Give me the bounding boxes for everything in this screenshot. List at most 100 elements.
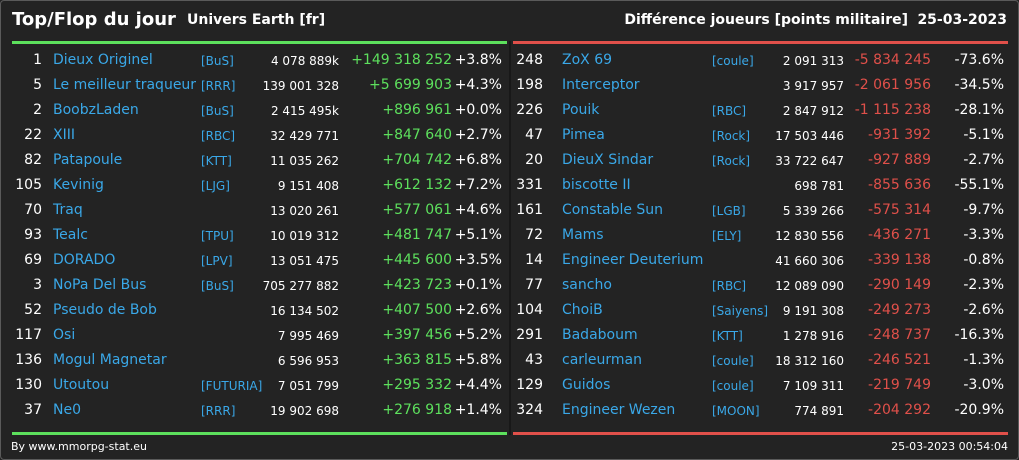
player-name-link[interactable]: ChoiB: [562, 302, 603, 318]
rank-cell: 3: [33, 277, 42, 293]
player-name-link[interactable]: Mogul Magnetar: [53, 352, 167, 368]
player-name-link[interactable]: sancho: [562, 277, 612, 293]
generated-timestamp: 25-03-2023 00:54:04: [891, 440, 1008, 453]
alliance-tag-link[interactable]: [RBC]: [712, 279, 747, 293]
alliance-tag-link[interactable]: [coule]: [712, 379, 754, 393]
alliance-tag-link[interactable]: [RRR]: [201, 404, 236, 418]
points-cell: 19 902 698: [270, 404, 339, 418]
player-name-link[interactable]: Dieux Originel: [53, 52, 153, 68]
alliance-tag-link[interactable]: [BuS]: [201, 279, 234, 293]
loser-row: 291 Badaboum [KTT] 1 278 916 -248 737 -16.3%: [513, 323, 1008, 348]
alliance-tag-link[interactable]: [FUTURIA]: [201, 379, 263, 393]
player-name-link[interactable]: Ne0: [53, 402, 81, 418]
percent-cell: -16.3%: [954, 327, 1004, 343]
rank-cell: 117: [15, 327, 42, 343]
player-name-link[interactable]: Constable Sun: [562, 202, 664, 218]
player-name-link[interactable]: Badaboum: [562, 327, 638, 343]
player-name-link[interactable]: DORADO: [53, 252, 116, 268]
difference-cell: +481 747: [382, 227, 452, 243]
gainer-row: 5 Le meilleur traqueur [RRR] 139 001 328 +5 …: [12, 73, 507, 98]
gainer-row: 130 Utoutou [FUTURIA] 7 051 799 +295 332 +4.4…: [12, 373, 507, 398]
percent-cell: +4.4%: [454, 377, 502, 393]
alliance-tag-link[interactable]: [RBC]: [712, 104, 747, 118]
difference-cell: +407 500: [382, 302, 452, 318]
alliance-tag-link[interactable]: [RRR]: [201, 79, 236, 93]
player-name-link[interactable]: Pouik: [562, 102, 600, 118]
player-name-link[interactable]: biscotte II: [562, 177, 631, 193]
player-name-link[interactable]: Engineer Deuterium: [562, 252, 704, 268]
rank-cell: 77: [525, 277, 543, 293]
player-name-link[interactable]: ZoX 69: [562, 52, 613, 68]
player-name-link[interactable]: carleurman: [562, 352, 643, 368]
difference-cell: -248 737: [868, 327, 931, 343]
rank-cell: 43: [525, 352, 543, 368]
player-name-link[interactable]: Engineer Wezen: [562, 402, 676, 418]
player-name-link[interactable]: Tealc: [53, 227, 88, 243]
alliance-tag-link[interactable]: [TPU]: [201, 229, 234, 243]
credit-link[interactable]: By www.mmorpg-stat.eu: [11, 440, 147, 453]
alliance-tag-link[interactable]: [Saiyens]: [712, 304, 769, 318]
player-name-link[interactable]: Guidos: [562, 377, 611, 393]
points-cell: 774 891: [794, 404, 844, 418]
percent-cell: -2.6%: [963, 302, 1004, 318]
difference-cell: +423 723: [382, 277, 452, 293]
points-cell: 9 191 308: [782, 304, 844, 318]
player-name-link[interactable]: Patapoule: [53, 152, 123, 168]
player-name-link[interactable]: Mams: [562, 227, 604, 243]
rank-cell: 82: [24, 152, 42, 168]
alliance-tag-link[interactable]: [LJG]: [201, 179, 230, 193]
percent-cell: +5.8%: [454, 352, 502, 368]
player-name-link[interactable]: NoPa Del Bus: [53, 277, 147, 293]
alliance-tag-link[interactable]: [LPV]: [201, 254, 233, 268]
player-name-link[interactable]: BoobzLaden: [53, 102, 139, 118]
difference-cell: -2 061 956: [854, 77, 931, 93]
alliance-tag-link[interactable]: [ELY]: [712, 229, 742, 243]
points-cell: 41 660 306: [775, 254, 844, 268]
player-name-link[interactable]: Pimea: [562, 127, 605, 143]
points-cell: 7 109 311: [782, 379, 844, 393]
player-name-link[interactable]: Pseudo de Bob: [53, 302, 157, 318]
rank-cell: 248: [516, 52, 543, 68]
gainer-row: 136 Mogul Magnetar 6 596 953 +363 815 +5.8%: [12, 348, 507, 373]
points-cell: 13 020 261: [270, 204, 339, 218]
rank-cell: 47: [525, 127, 543, 143]
percent-cell: -28.1%: [954, 102, 1004, 118]
loser-row: 129 Guidos [coule] 7 109 311 -219 749 -3.0%: [513, 373, 1008, 398]
rank-cell: 93: [24, 227, 42, 243]
player-name-link[interactable]: Le meilleur traqueur: [53, 77, 197, 93]
alliance-tag-link[interactable]: [Rock]: [712, 129, 751, 143]
player-name-link[interactable]: DieuX Sindar: [562, 152, 654, 168]
alliance-tag-link[interactable]: [RBC]: [201, 129, 236, 143]
rank-cell: 198: [516, 77, 543, 93]
alliance-tag-link[interactable]: [MOON]: [712, 404, 760, 418]
player-name-link[interactable]: Interceptor: [562, 77, 640, 93]
rank-cell: 5: [33, 77, 42, 93]
loser-row: 14 Engineer Deuterium 41 660 306 -339 138 -0…: [513, 248, 1008, 273]
points-cell: 3 917 957: [782, 79, 844, 93]
difference-cell: +276 918: [382, 402, 452, 418]
player-name-link[interactable]: Utoutou: [53, 377, 110, 393]
points-cell: 705 277 882: [262, 279, 339, 293]
alliance-tag-link[interactable]: [coule]: [712, 54, 754, 68]
alliance-tag-link[interactable]: [LGB]: [712, 204, 746, 218]
player-name-link[interactable]: XIII: [53, 127, 75, 143]
alliance-tag-link[interactable]: [BuS]: [201, 104, 234, 118]
metric-label: Différence joueurs [points militaire]: [624, 12, 908, 28]
loser-row: 161 Constable Sun [LGB] 5 339 266 -575 314 -9…: [513, 198, 1008, 223]
percent-cell: +5.1%: [454, 227, 502, 243]
rank-cell: 105: [15, 177, 42, 193]
player-name-link[interactable]: Kevinig: [53, 177, 104, 193]
player-name-link[interactable]: Osi: [53, 327, 76, 343]
gainer-row: 117 Osi 7 995 469 +397 456 +5.2%: [12, 323, 507, 348]
rank-cell: 324: [516, 402, 543, 418]
percent-cell: +2.6%: [454, 302, 502, 318]
loser-row: 20 DieuX Sindar [Rock] 33 722 647 -927 889 -2…: [513, 148, 1008, 173]
alliance-tag-link[interactable]: [coule]: [712, 354, 754, 368]
rank-cell: 161: [516, 202, 543, 218]
alliance-tag-link[interactable]: [Rock]: [712, 154, 751, 168]
alliance-tag-link[interactable]: [BuS]: [201, 54, 234, 68]
alliance-tag-link[interactable]: [KTT]: [712, 329, 743, 343]
player-name-link[interactable]: Traq: [53, 202, 83, 218]
points-cell: 18 312 160: [775, 354, 844, 368]
alliance-tag-link[interactable]: [KTT]: [201, 154, 232, 168]
